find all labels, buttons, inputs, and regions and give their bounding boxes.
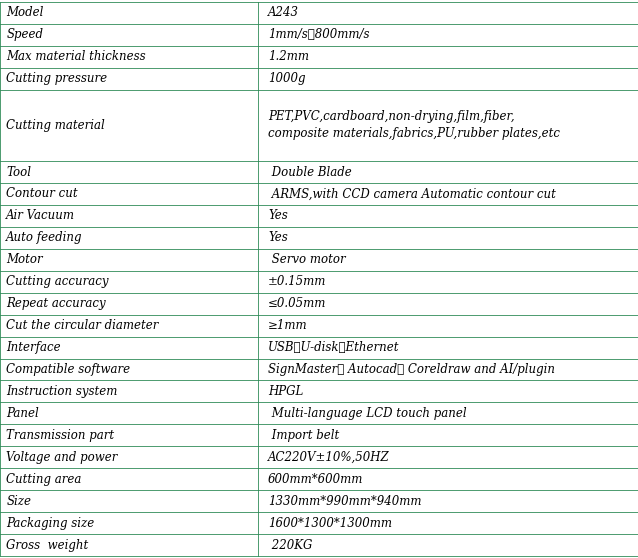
Bar bbox=[0, 446, 258, 468]
Text: PET,PVC,cardboard,non-drying,film,fiber,
composite materials,fabrics,PU,rubber p: PET,PVC,cardboard,non-drying,film,fiber,… bbox=[268, 110, 560, 141]
Text: Yes: Yes bbox=[268, 232, 288, 244]
Bar bbox=[258, 183, 638, 205]
Bar bbox=[0, 293, 258, 315]
Bar bbox=[258, 490, 638, 512]
Bar bbox=[0, 68, 258, 90]
Bar bbox=[0, 271, 258, 293]
Text: Cutting material: Cutting material bbox=[6, 119, 105, 132]
Bar bbox=[258, 512, 638, 534]
Text: Model: Model bbox=[6, 7, 44, 20]
Text: Motor: Motor bbox=[6, 253, 43, 266]
Bar bbox=[0, 249, 258, 271]
Bar bbox=[0, 336, 258, 359]
Bar bbox=[258, 468, 638, 490]
Text: ARMS,with CCD camera Automatic contour cut: ARMS,with CCD camera Automatic contour c… bbox=[268, 187, 556, 200]
Bar bbox=[258, 90, 638, 161]
Bar bbox=[258, 2, 638, 24]
Bar bbox=[0, 315, 258, 336]
Text: USB、U-disk、Ethernet: USB、U-disk、Ethernet bbox=[268, 341, 399, 354]
Text: A243: A243 bbox=[268, 7, 299, 20]
Bar bbox=[0, 90, 258, 161]
Text: Cutting pressure: Cutting pressure bbox=[6, 73, 108, 85]
Text: SignMaster、 Autocad、 Coreldraw and AI/plugin: SignMaster、 Autocad、 Coreldraw and AI/pl… bbox=[268, 363, 555, 376]
Text: Packaging size: Packaging size bbox=[6, 517, 94, 530]
Bar bbox=[258, 24, 638, 46]
Bar bbox=[258, 381, 638, 402]
Bar bbox=[0, 2, 258, 24]
Bar bbox=[258, 249, 638, 271]
Text: Instruction system: Instruction system bbox=[6, 385, 118, 398]
Text: 1600*1300*1300mm: 1600*1300*1300mm bbox=[268, 517, 392, 530]
Text: Transmission part: Transmission part bbox=[6, 429, 114, 442]
Text: Cutting accuracy: Cutting accuracy bbox=[6, 275, 109, 288]
Text: Yes: Yes bbox=[268, 209, 288, 223]
Text: AC220V±10%,50HZ: AC220V±10%,50HZ bbox=[268, 451, 390, 464]
Text: Contour cut: Contour cut bbox=[6, 187, 78, 200]
Bar bbox=[0, 24, 258, 46]
Text: Interface: Interface bbox=[6, 341, 61, 354]
Bar bbox=[0, 534, 258, 556]
Bar bbox=[0, 205, 258, 227]
Text: Servo motor: Servo motor bbox=[268, 253, 346, 266]
Bar bbox=[0, 512, 258, 534]
Bar bbox=[0, 381, 258, 402]
Text: Multi-language LCD touch panel: Multi-language LCD touch panel bbox=[268, 407, 466, 420]
Bar bbox=[258, 315, 638, 336]
Text: ≤0.05mm: ≤0.05mm bbox=[268, 297, 326, 310]
Text: Max material thickness: Max material thickness bbox=[6, 50, 146, 64]
Bar bbox=[258, 271, 638, 293]
Bar bbox=[258, 68, 638, 90]
Text: Tool: Tool bbox=[6, 166, 31, 179]
Text: Panel: Panel bbox=[6, 407, 39, 420]
Bar bbox=[0, 490, 258, 512]
Text: Import belt: Import belt bbox=[268, 429, 339, 442]
Text: Gross  weight: Gross weight bbox=[6, 538, 89, 551]
Bar bbox=[258, 46, 638, 68]
Bar bbox=[258, 161, 638, 183]
Text: Double Blade: Double Blade bbox=[268, 166, 352, 179]
Text: Auto feeding: Auto feeding bbox=[6, 232, 83, 244]
Bar bbox=[258, 293, 638, 315]
Bar bbox=[0, 424, 258, 446]
Bar bbox=[258, 446, 638, 468]
Text: 1mm/s～800mm/s: 1mm/s～800mm/s bbox=[268, 28, 369, 41]
Bar bbox=[258, 227, 638, 249]
Text: Repeat accuracy: Repeat accuracy bbox=[6, 297, 106, 310]
Text: Size: Size bbox=[6, 494, 31, 508]
Text: ≥1mm: ≥1mm bbox=[268, 319, 308, 332]
Text: 1000g: 1000g bbox=[268, 73, 306, 85]
Bar bbox=[258, 424, 638, 446]
Text: 600mm*600mm: 600mm*600mm bbox=[268, 473, 363, 485]
Text: HPGL: HPGL bbox=[268, 385, 303, 398]
Bar bbox=[0, 402, 258, 424]
Bar bbox=[0, 161, 258, 183]
Text: Cut the circular diameter: Cut the circular diameter bbox=[6, 319, 159, 332]
Text: 220KG: 220KG bbox=[268, 538, 313, 551]
Bar bbox=[258, 534, 638, 556]
Bar bbox=[258, 205, 638, 227]
Bar bbox=[258, 359, 638, 381]
Bar bbox=[0, 359, 258, 381]
Bar bbox=[0, 227, 258, 249]
Bar bbox=[0, 46, 258, 68]
Text: Compatible software: Compatible software bbox=[6, 363, 131, 376]
Text: Cutting area: Cutting area bbox=[6, 473, 82, 485]
Text: Voltage and power: Voltage and power bbox=[6, 451, 118, 464]
Bar bbox=[0, 183, 258, 205]
Bar bbox=[258, 402, 638, 424]
Text: 1.2mm: 1.2mm bbox=[268, 50, 309, 64]
Bar bbox=[258, 336, 638, 359]
Bar bbox=[0, 468, 258, 490]
Text: Air Vacuum: Air Vacuum bbox=[6, 209, 75, 223]
Text: ±0.15mm: ±0.15mm bbox=[268, 275, 326, 288]
Text: Speed: Speed bbox=[6, 28, 43, 41]
Text: 1330mm*990mm*940mm: 1330mm*990mm*940mm bbox=[268, 494, 422, 508]
